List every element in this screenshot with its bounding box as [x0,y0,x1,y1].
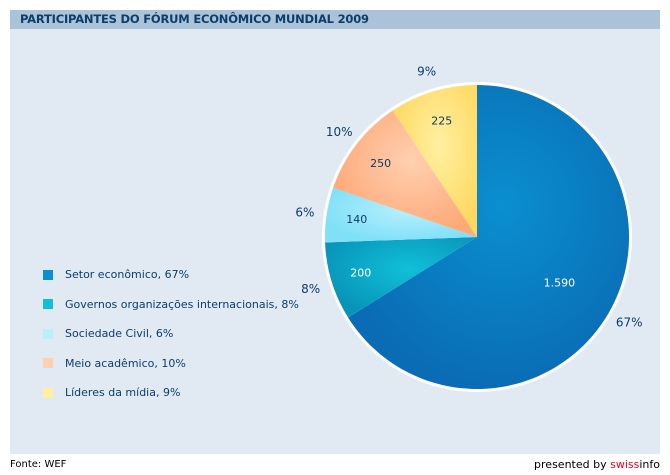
legend-item: Meio acadêmico, 10% [43,357,186,370]
slice-value-label: 250 [370,157,391,170]
legend-swatch [43,269,53,280]
legend-item: Sociedade Civil, 6% [43,327,173,340]
pie-slice [333,110,477,237]
legend-item: Líderes da mídia, 9% [43,386,180,399]
chart-title: PARTICIPANTES DO FÓRUM ECONÔMICO MUNDIAL… [20,12,369,26]
slice-percent-label: 67% [616,315,643,329]
legend-label: Líderes da mídia, 9% [65,386,181,399]
source-note: Fonte: WEF [10,459,67,470]
legend-item: Setor econômico, 67% [43,268,189,281]
presented-by-text: presented by [534,458,611,471]
legend-label: Meio acadêmico, 10% [65,356,186,370]
slice-percent-label: 8% [301,282,320,296]
slice-value-label: 200 [350,267,371,280]
legend-swatch [43,328,53,339]
legend-item: Governos organizações internacionais, 8% [43,298,299,311]
legend-swatch [43,299,53,309]
slice-percent-label: 10% [326,125,353,139]
slice-value-label: 225 [431,115,452,128]
legend-swatch [43,387,53,398]
brand-info: info [639,458,660,471]
pie-slice [348,85,630,390]
pie-slice [324,187,477,243]
slice-value-label: 140 [346,213,367,226]
title-bar: PARTICIPANTES DO FÓRUM ECONÔMICO MUNDIAL… [10,10,660,29]
brand-swiss: swiss [610,458,640,471]
slice-percent-label: 6% [295,206,314,220]
pie-slice [392,85,477,237]
legend-label: Governos organizações internacionais, 8% [65,297,299,311]
slice-percent-label: 9% [417,64,436,78]
slice-value-label: 1.590 [544,277,576,290]
legend-label: Setor econômico, 67% [65,268,190,281]
legend-label: Sociedade Civil, 6% [65,327,174,340]
pie-slice [325,237,477,318]
presented-by: presented by swissinfo [534,458,660,471]
legend-swatch [43,358,53,368]
